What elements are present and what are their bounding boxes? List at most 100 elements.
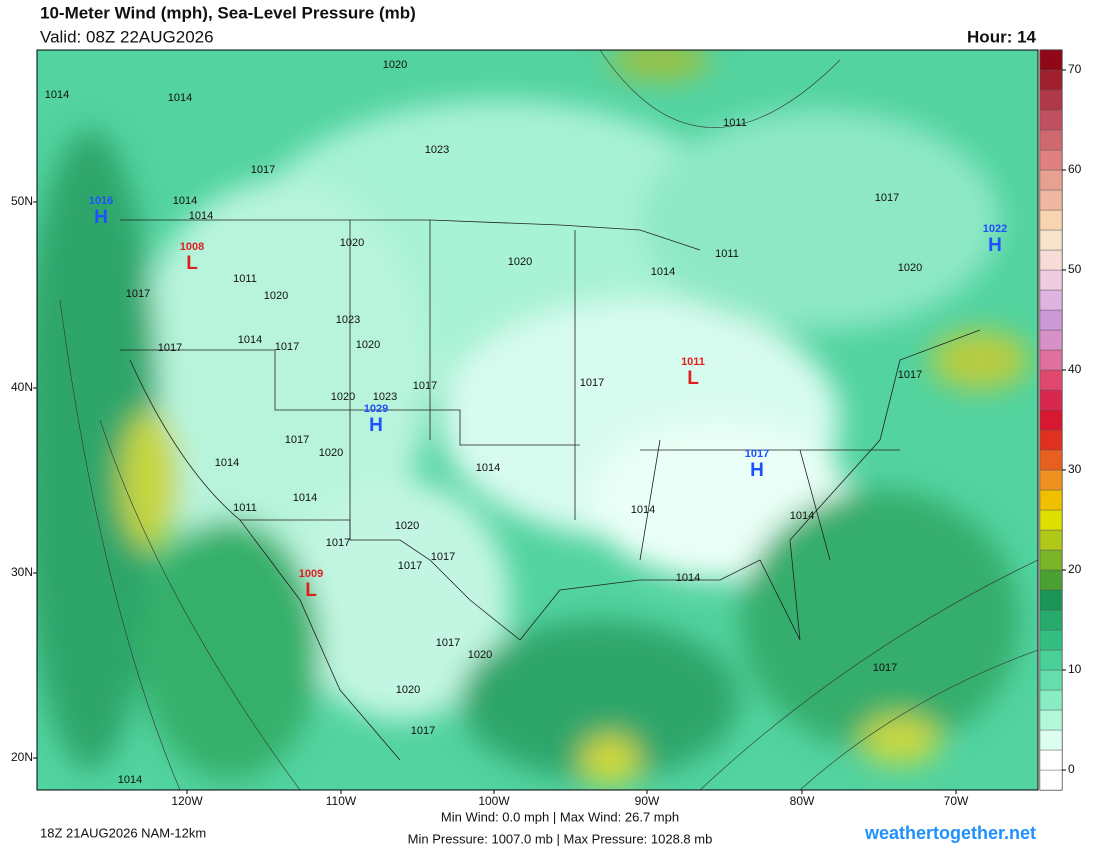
isobar-label: 1017 (436, 637, 460, 649)
pressure-range: Min Pressure: 1007.0 mb | Max Pressure: … (408, 831, 713, 846)
colorbar-bin (1039, 449, 1063, 471)
colorbar-label: 30 (1068, 462, 1082, 476)
colorbar-bin (1039, 609, 1063, 631)
isobar-label: 1017 (285, 434, 309, 446)
isobar-label: 1014 (189, 210, 213, 222)
isobar-label: 1017 (431, 551, 455, 563)
isobar-label: 1023 (425, 144, 449, 156)
center-symbol: H (94, 207, 108, 228)
isobar-label: 1014 (173, 195, 197, 207)
isobar-label: 1017 (411, 725, 435, 737)
isobar-label: 1014 (293, 492, 317, 504)
colorbar-bin (1039, 469, 1063, 491)
isobar-label: 1011 (715, 248, 739, 260)
center-value: 1008 (180, 241, 204, 253)
isobar-label: 1014 (476, 462, 500, 474)
isobar-label: 1020 (383, 59, 407, 71)
wind-field (37, 50, 1030, 785)
isobar-label: 1017 (898, 369, 922, 381)
colorbar-bin (1039, 509, 1063, 531)
colorbar-bin (1039, 669, 1063, 691)
lon-label: 120W (171, 794, 203, 808)
isobar-label: 1017 (875, 192, 899, 204)
title: 10-Meter Wind (mph), Sea-Level Pressure … (40, 3, 416, 22)
colorbar-bin (1039, 649, 1063, 671)
isobars (59, 50, 1038, 790)
isobar-label: 1017 (158, 342, 182, 354)
lat-label: 30N (11, 565, 33, 579)
colorbar-bin (1039, 249, 1063, 271)
valid-time: Valid: 08Z 22AUG2026 (40, 27, 214, 46)
colorbar-bin (1039, 349, 1063, 371)
borders (120, 219, 981, 761)
lon-label: 80W (790, 794, 815, 808)
center-value: 1029 (364, 403, 388, 415)
colorbar-bin (1039, 289, 1063, 311)
lon-label: 90W (635, 794, 660, 808)
colorbar-label: 70 (1068, 62, 1082, 76)
isobar-label: 1020 (356, 339, 380, 351)
colorbar-label: 10 (1068, 662, 1082, 676)
colorbar-bin (1039, 709, 1063, 731)
center-value: 1016 (89, 195, 113, 207)
center-value: 1017 (745, 448, 769, 460)
isobar-label: 1020 (340, 237, 364, 249)
isobar-label: 1020 (264, 290, 288, 302)
colorbar-label: 0 (1068, 762, 1075, 776)
lon-label: 110W (326, 794, 357, 808)
forecast-hour: Hour: 14 (967, 27, 1037, 46)
colorbar-bin (1039, 529, 1063, 551)
colorbar-label: 60 (1068, 162, 1082, 176)
colorbar-bin (1039, 729, 1063, 751)
colorbar-bin (1039, 589, 1063, 611)
isobar-label: 1020 (396, 684, 420, 696)
colorbar-bin (1039, 769, 1063, 791)
isobar-label: 1011 (233, 273, 257, 285)
isobar-label: 1023 (336, 314, 360, 326)
isobar-label: 1014 (238, 334, 262, 346)
colorbar-bin (1039, 389, 1063, 411)
center-symbol: H (750, 460, 764, 481)
map (37, 50, 1038, 790)
colorbar-bin (1039, 189, 1063, 211)
isobar-label: 1014 (118, 774, 142, 786)
site-name: weathertogether.net (864, 823, 1036, 843)
isobar-label: 1020 (898, 262, 922, 274)
isobar-label: 1017 (580, 377, 604, 389)
wind-range: Min Wind: 0.0 mph | Max Wind: 26.7 mph (441, 809, 679, 824)
isobar-label: 1020 (319, 447, 343, 459)
lat-label: 50N (11, 194, 33, 208)
colorbar-bin (1039, 129, 1063, 151)
isobar-label: 1014 (676, 572, 700, 584)
isobar-label: 1017 (251, 164, 275, 176)
colorbar-bin (1039, 749, 1063, 771)
isobar-label: 1017 (413, 380, 437, 392)
colorbar-bin (1039, 489, 1063, 511)
lat-label: 20N (11, 750, 33, 764)
map-frame (36, 49, 1039, 791)
center-symbol: L (186, 253, 198, 274)
colorbar-bin (1039, 409, 1063, 431)
colorbar-bin (1039, 369, 1063, 391)
center-symbol: H (988, 235, 1002, 256)
isobar-label: 1017 (126, 288, 150, 300)
colorbar-bin (1039, 149, 1063, 171)
isobar-label: 1017 (275, 341, 299, 353)
colorbar-bin (1039, 169, 1063, 191)
isobar-label: 1011 (723, 117, 747, 129)
center-symbol: L (687, 368, 699, 389)
colorbar-bin (1039, 309, 1063, 331)
center-symbol: L (305, 580, 317, 601)
isobar-label: 1011 (233, 502, 257, 514)
isobar-label: 1020 (468, 649, 492, 661)
colorbar-bin (1039, 689, 1063, 711)
model-run: 18Z 21AUG2026 NAM-12km (40, 825, 206, 840)
isobar-label: 1014 (215, 457, 239, 469)
colorbar-bin (1039, 69, 1063, 91)
colorbar-bin (1039, 429, 1063, 451)
center-value: 1009 (299, 568, 323, 580)
colorbar-bin (1039, 329, 1063, 351)
isobar-label: 1017 (873, 662, 897, 674)
isobar-label: 1014 (168, 92, 192, 104)
colorbar-bin (1039, 89, 1063, 111)
